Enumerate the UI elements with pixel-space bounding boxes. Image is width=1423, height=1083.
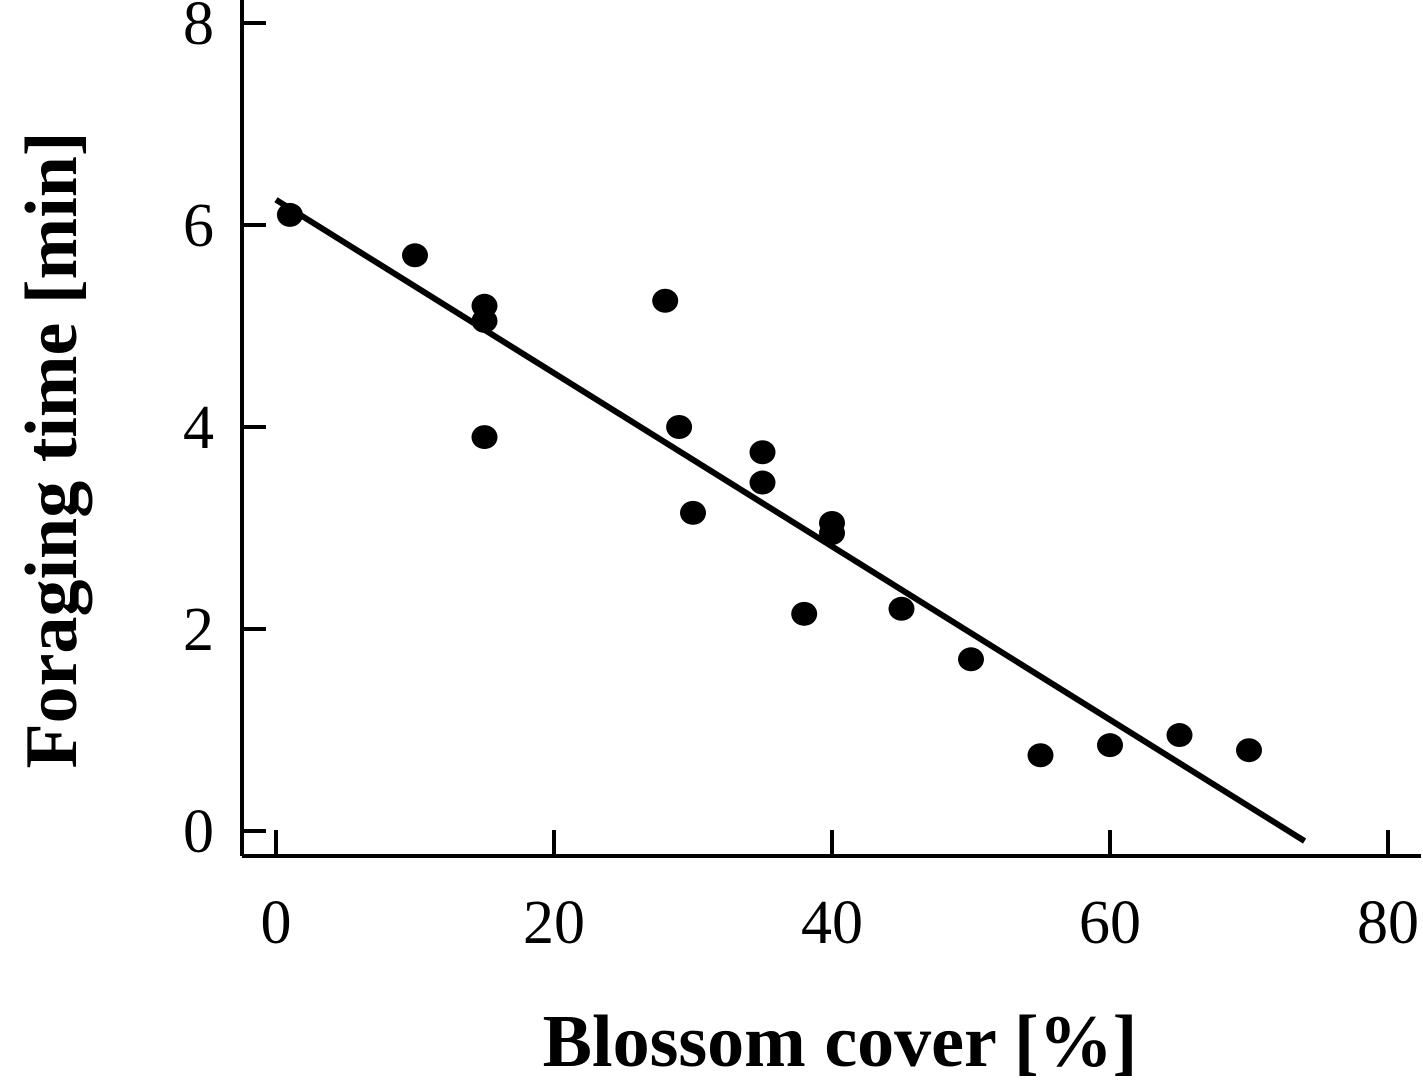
data-point	[791, 601, 818, 626]
y-tick-label: 4	[183, 394, 214, 462]
data-point	[749, 440, 776, 465]
y-tick-label: 8	[183, 0, 214, 58]
data-point	[1166, 723, 1193, 748]
trend-line	[274, 197, 1307, 844]
y-axis-title: Foraging time [min]	[11, 131, 93, 768]
x-tick-label: 60	[1079, 889, 1141, 957]
axes	[240, 0, 1421, 858]
y-axis-ticks: 0 2 4 6 8	[183, 0, 266, 866]
data-point	[819, 521, 845, 546]
data-point	[888, 596, 915, 621]
x-tick-label: 20	[523, 889, 585, 957]
data-points	[276, 202, 1262, 768]
data-point	[749, 470, 776, 495]
x-axis-title: Blossom cover [%]	[543, 1001, 1138, 1083]
data-point	[471, 425, 498, 450]
trend-line-group	[274, 197, 1307, 844]
x-tick-label: 40	[801, 889, 863, 957]
data-point	[276, 202, 303, 227]
x-tick-label: 0	[261, 889, 292, 957]
data-point	[680, 500, 706, 525]
data-point	[471, 308, 498, 333]
data-point	[666, 415, 693, 439]
y-tick-label: 6	[183, 192, 214, 260]
data-point	[958, 647, 984, 672]
data-point	[652, 288, 679, 313]
data-point	[1027, 743, 1054, 768]
x-tick-label: 80	[1357, 889, 1419, 957]
data-point	[1236, 738, 1262, 763]
y-tick-label: 2	[183, 596, 214, 664]
data-point	[1097, 733, 1123, 758]
y-tick-label: 0	[183, 798, 214, 866]
x-axis-ticks: 0 20 40 60 80	[261, 830, 1419, 957]
data-point	[402, 243, 428, 268]
